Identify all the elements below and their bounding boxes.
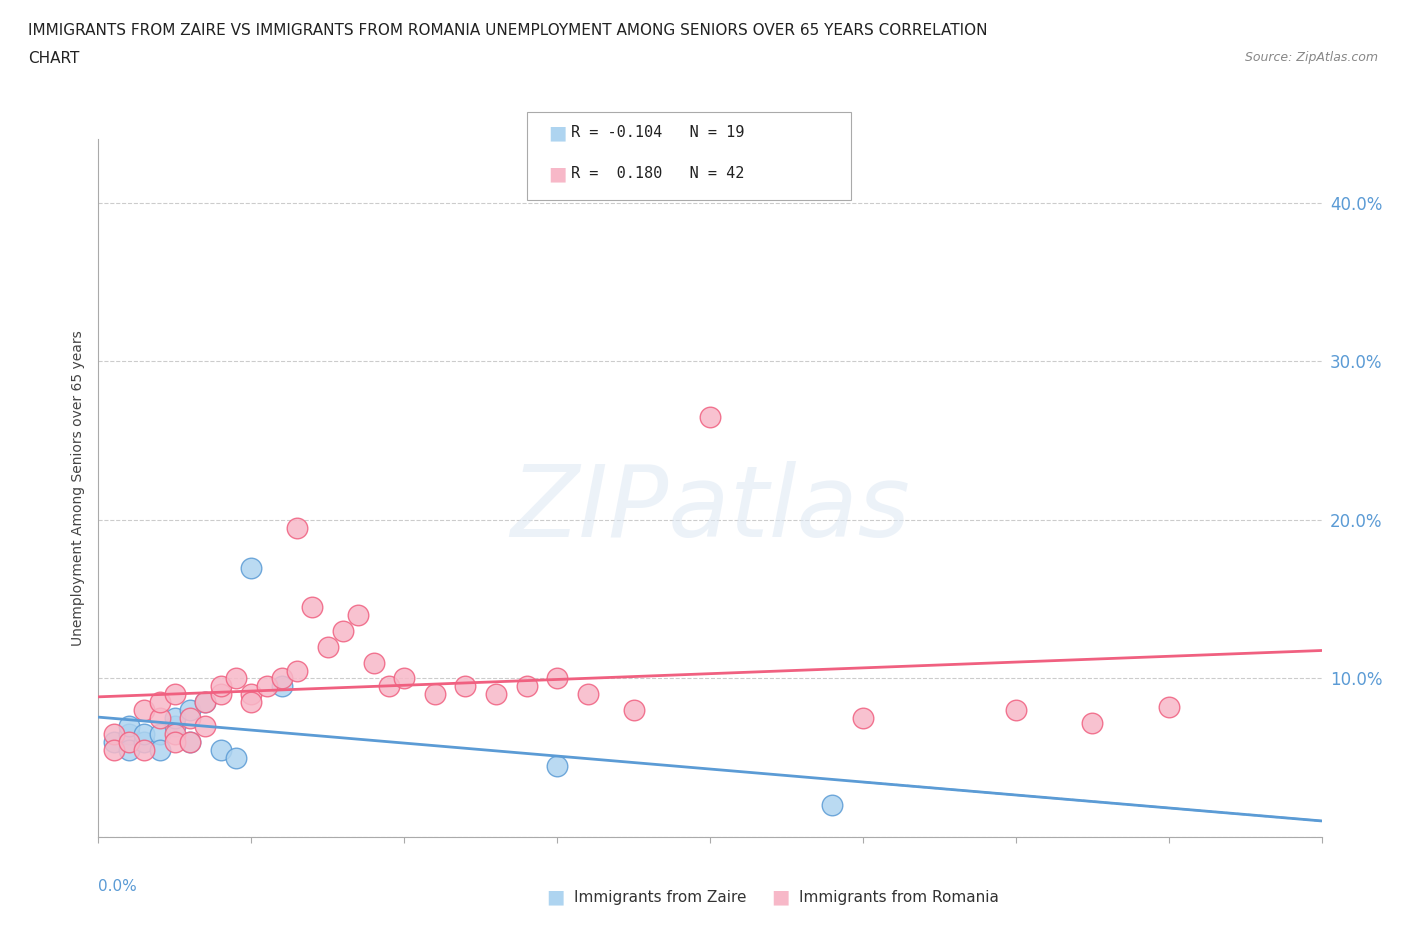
Point <box>256 679 278 694</box>
Point <box>285 663 308 678</box>
Text: Immigrants from Romania: Immigrants from Romania <box>799 890 998 905</box>
Text: Source: ZipAtlas.com: Source: ZipAtlas.com <box>1244 51 1378 64</box>
Point <box>194 695 217 710</box>
Point <box>821 798 844 813</box>
Point <box>134 726 156 741</box>
Point <box>209 687 232 702</box>
Text: ZIPatlas: ZIPatlas <box>510 460 910 558</box>
Point <box>316 639 339 654</box>
Text: ■: ■ <box>548 165 567 183</box>
Point <box>623 703 645 718</box>
Text: Immigrants from Zaire: Immigrants from Zaire <box>574 890 747 905</box>
Point <box>179 711 201 725</box>
Point <box>118 742 141 757</box>
Point <box>378 679 401 694</box>
Point <box>209 742 232 757</box>
Text: ■: ■ <box>770 888 790 907</box>
Point <box>163 719 186 734</box>
Text: 0.0%: 0.0% <box>98 879 138 894</box>
Point <box>103 735 125 750</box>
Point <box>546 758 568 773</box>
Point <box>194 719 217 734</box>
Point <box>392 671 416 686</box>
Point <box>225 671 247 686</box>
Point <box>149 742 172 757</box>
Text: R = -0.104   N = 19: R = -0.104 N = 19 <box>571 126 744 140</box>
Point <box>134 735 156 750</box>
Point <box>363 655 385 670</box>
Point <box>332 623 354 638</box>
Text: CHART: CHART <box>28 51 80 66</box>
Point <box>149 726 172 741</box>
Point <box>163 735 186 750</box>
Text: ■: ■ <box>546 888 565 907</box>
Point <box>225 751 247 765</box>
Point <box>852 711 875 725</box>
Point <box>209 679 232 694</box>
Point <box>118 726 141 741</box>
Point <box>270 679 294 694</box>
Point <box>149 695 172 710</box>
Point <box>163 711 186 725</box>
Point <box>240 560 263 575</box>
Point <box>1081 715 1104 730</box>
Point <box>118 719 141 734</box>
Point <box>118 735 141 750</box>
Point <box>240 687 263 702</box>
Point <box>301 600 323 615</box>
Point <box>194 695 217 710</box>
Point <box>179 703 201 718</box>
Point <box>699 409 721 424</box>
Point <box>163 726 186 741</box>
Point <box>179 735 201 750</box>
Point <box>103 742 125 757</box>
Point <box>1157 699 1180 714</box>
Point <box>240 695 263 710</box>
Point <box>103 726 125 741</box>
Y-axis label: Unemployment Among Seniors over 65 years: Unemployment Among Seniors over 65 years <box>72 330 86 646</box>
Text: R =  0.180   N = 42: R = 0.180 N = 42 <box>571 166 744 181</box>
Point <box>485 687 508 702</box>
Point <box>179 735 201 750</box>
Point <box>163 687 186 702</box>
Point <box>576 687 599 702</box>
Point <box>134 703 156 718</box>
Point <box>423 687 446 702</box>
Text: ■: ■ <box>548 124 567 142</box>
Text: IMMIGRANTS FROM ZAIRE VS IMMIGRANTS FROM ROMANIA UNEMPLOYMENT AMONG SENIORS OVER: IMMIGRANTS FROM ZAIRE VS IMMIGRANTS FROM… <box>28 23 987 38</box>
Point <box>516 679 538 694</box>
Point <box>285 521 308 536</box>
Point <box>270 671 294 686</box>
Point <box>134 742 156 757</box>
Point <box>454 679 477 694</box>
Point <box>149 711 172 725</box>
Point <box>1004 703 1026 718</box>
Point <box>347 607 370 622</box>
Point <box>546 671 568 686</box>
